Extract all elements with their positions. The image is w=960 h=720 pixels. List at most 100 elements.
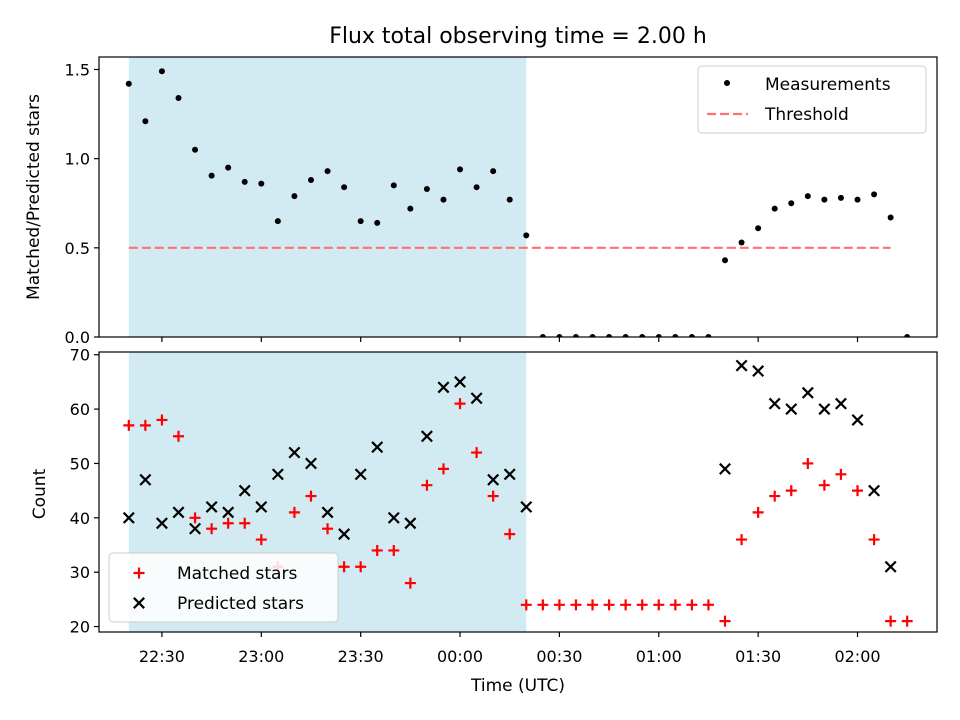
measurement-point — [722, 257, 729, 264]
top-panel: 0.0 0.5 1.0 1.5 Measurements Threshold — [65, 56, 938, 347]
predicted-star-point — [470, 392, 483, 405]
measurement-point — [672, 334, 679, 337]
measurement-point — [341, 184, 348, 191]
predicted-star-point — [288, 446, 301, 459]
measurement-point — [423, 185, 430, 192]
matched-star-point — [305, 490, 317, 502]
predicted-star-point — [189, 522, 202, 535]
matched-star-point — [172, 430, 184, 442]
x-tick-label: 02:00 — [834, 647, 880, 666]
y-tick-label: 0.5 — [65, 239, 90, 258]
matched-star-point — [222, 517, 234, 529]
measurement-point — [655, 334, 662, 337]
matched-star-point — [636, 599, 648, 611]
measurement-point — [274, 218, 281, 225]
predicted-star-point — [354, 468, 367, 481]
measurement-point — [771, 205, 778, 212]
legend-x-icon — [133, 597, 145, 609]
matched-star-point — [702, 599, 714, 611]
measurement-point — [821, 196, 828, 203]
matched-star-point — [868, 534, 880, 546]
predicted-star-point — [321, 506, 334, 519]
matched-star-point — [355, 561, 367, 573]
measurement-point — [539, 334, 546, 337]
measurement-point — [556, 334, 563, 337]
y-tick-label: 0.0 — [65, 328, 90, 347]
predicted-star-point — [503, 468, 516, 481]
measurement-point — [258, 180, 265, 187]
legend-dot-icon — [724, 80, 730, 86]
top-y-axis-label: Matched/Predicted stars — [24, 94, 44, 300]
matched-star-point — [669, 599, 681, 611]
measurement-point — [622, 334, 629, 337]
predicted-star-point — [155, 517, 168, 530]
predicted-star-point — [255, 500, 268, 513]
predicted-star-point — [735, 359, 748, 372]
matched-star-point — [818, 479, 830, 491]
x-tick-label: 01:30 — [735, 647, 781, 666]
matched-star-point — [553, 599, 565, 611]
y-tick-label: 30 — [70, 563, 90, 582]
legend-label-predicted: Predicted stars — [177, 594, 304, 614]
measurement-point — [589, 334, 596, 337]
measurement-point — [440, 196, 447, 203]
matched-star-point — [288, 506, 300, 518]
predicted-star-point — [371, 441, 384, 454]
data-layer — [125, 68, 911, 337]
legend-label-matched: Matched stars — [177, 564, 297, 584]
matched-star-point — [206, 523, 218, 535]
legend: Measurements Threshold — [697, 65, 927, 134]
measurement-point — [125, 80, 132, 87]
matched-star-point — [686, 599, 698, 611]
measurement-point — [473, 184, 480, 191]
predicted-star-point — [752, 365, 765, 378]
predicted-star-point — [437, 381, 450, 394]
measurement-point — [291, 193, 298, 200]
matched-star-point — [901, 615, 913, 627]
measurement-point — [208, 172, 215, 179]
matched-star-point — [719, 615, 731, 627]
predicted-star-point — [719, 462, 731, 475]
measurement-point — [457, 166, 464, 173]
matched-star-point — [437, 463, 449, 475]
chart-title: Flux total observing time = 2.00 h — [329, 24, 707, 49]
predicted-star-point — [818, 403, 831, 416]
measurement-point — [407, 205, 414, 212]
x-tick-label: 00:00 — [437, 647, 483, 666]
predicted-star-point — [785, 403, 798, 416]
measurement-point — [241, 178, 248, 185]
predicted-star-point — [338, 528, 351, 541]
predicted-star-point — [768, 397, 781, 410]
measurement-point — [837, 194, 844, 201]
matched-star-point — [852, 485, 864, 497]
measurement-point — [390, 182, 397, 189]
axes-frame — [98, 56, 938, 338]
predicted-star-point — [305, 457, 317, 470]
predicted-star-point — [172, 506, 185, 519]
matched-star-point — [388, 544, 400, 556]
predicted-star-point — [139, 473, 152, 486]
legend-label-threshold: Threshold — [764, 105, 849, 125]
measurement-point — [490, 168, 497, 175]
predicted-star-point — [884, 560, 897, 573]
matched-star-point — [338, 561, 350, 573]
measurement-point — [523, 232, 530, 239]
matched-star-point — [769, 490, 781, 502]
matched-star-point — [156, 414, 168, 426]
observing-window-shade — [128, 57, 527, 337]
legend-plus-icon — [133, 567, 145, 579]
measurement-point — [192, 146, 199, 153]
legend-label-measurements: Measurements — [765, 75, 891, 95]
measurement-point — [705, 334, 712, 337]
measurement-point — [158, 68, 165, 75]
measurement-point — [871, 191, 878, 198]
measurement-point — [755, 225, 762, 232]
y-tick-label: 20 — [70, 618, 90, 637]
matched-star-point — [653, 599, 665, 611]
matched-star-point — [570, 599, 582, 611]
predicted-star-point — [404, 517, 417, 530]
measurement-point — [175, 95, 182, 102]
measurement-point — [357, 218, 364, 225]
matched-star-point — [322, 523, 334, 535]
